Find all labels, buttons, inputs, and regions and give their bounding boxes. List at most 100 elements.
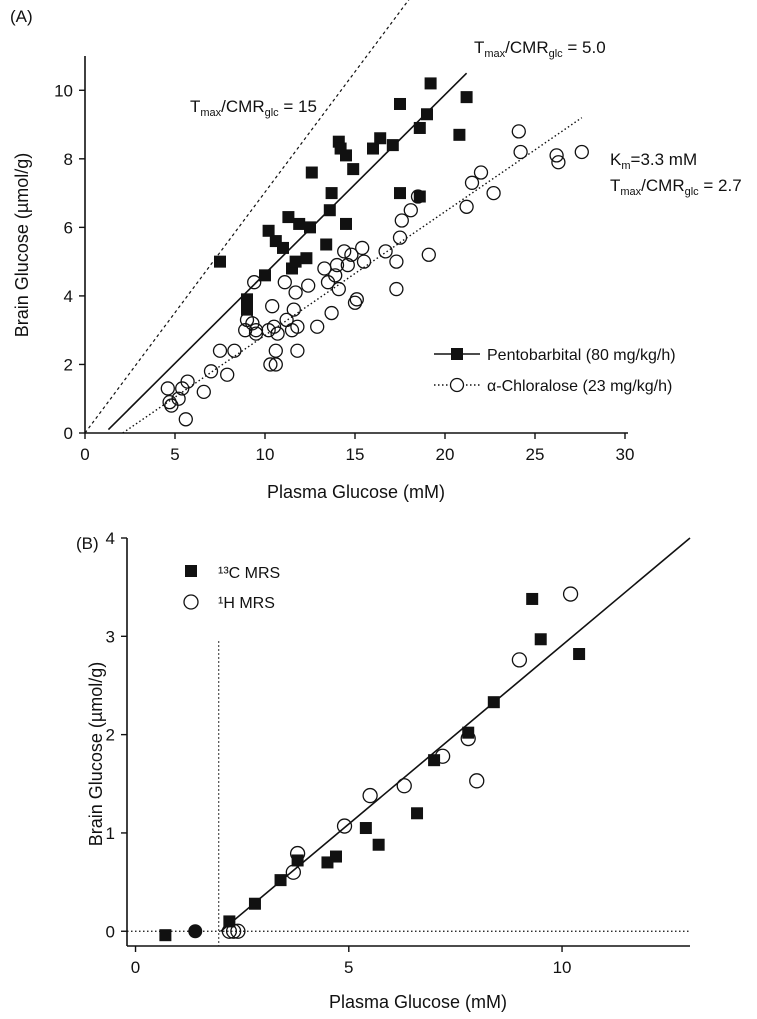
- chloralose-point: [459, 199, 474, 214]
- chloralose-point: [203, 364, 219, 379]
- panel-b: (B) 0 5 10 0 1 2 3 4 Plasma Glucose (mM) Brain …: [76, 529, 691, 1012]
- chloralose-fit-line: [122, 117, 583, 434]
- chloralose-point: [394, 213, 409, 228]
- chloralose-point: [277, 275, 292, 290]
- chloralose-point: [511, 124, 526, 139]
- panel-a-y-tick-label: 2: [64, 355, 73, 374]
- chloralose-point: [270, 326, 285, 341]
- chloralose-point: [392, 230, 408, 245]
- chloralose-point: [245, 316, 260, 331]
- chloralose-point: [160, 381, 175, 396]
- annotation-tmax-2-7: Tmax/CMRglc = 2.7: [610, 176, 742, 198]
- chloralose-point: [328, 268, 343, 283]
- chloralose-point: [329, 257, 345, 273]
- pentobarbital-point: [241, 293, 253, 306]
- chloralose-point: [421, 247, 436, 262]
- pentobarbital-point: [394, 97, 406, 110]
- panel-a-x-tick-label: 20: [436, 445, 455, 464]
- chloralose-point: [403, 203, 418, 218]
- h-mrs-point: [230, 923, 246, 939]
- panel-a-label: (A): [10, 7, 33, 26]
- chloralose-point: [356, 254, 372, 269]
- legend-13c-label: ¹³C MRS: [218, 565, 280, 582]
- h-mrs-point: [511, 652, 528, 668]
- annotation-km: Km=3.3 mM: [610, 150, 697, 172]
- panel-a-y-tick-label: 10: [54, 81, 73, 100]
- legend-chloralose-label: α-Chloralose (23 mg/kg/h): [487, 378, 672, 395]
- pentobarbital-point: [320, 238, 333, 251]
- panel-a-points: [160, 77, 589, 427]
- panel-b-fit-line: [220, 537, 691, 932]
- pentobarbital-point: [367, 142, 379, 155]
- chloralose-point: [263, 357, 278, 372]
- annotation-tmax-15: Tmax/CMRglc = 15: [190, 97, 317, 119]
- panel-b-y-tick-label: 1: [106, 824, 115, 843]
- panel-a-y-tick-label: 8: [64, 150, 73, 169]
- panel-a-x-axis-title: Plasma Glucose (mM): [267, 482, 445, 502]
- c13-mrs-point: [248, 897, 261, 910]
- c13-mrs-point: [487, 696, 500, 709]
- pentobarbital-point: [374, 132, 387, 145]
- pentobarbital-point: [460, 91, 473, 104]
- panel-b-ticks: [121, 537, 563, 952]
- pentobarbital-point: [300, 252, 313, 265]
- panel-a-y-axis-title: Brain Glucose (µmol/g): [12, 153, 32, 337]
- chloralose-point: [464, 175, 480, 190]
- legend-13c-marker: [185, 565, 197, 577]
- chloralose-point: [227, 343, 242, 358]
- pentobarbital-point: [413, 190, 426, 203]
- pentobarbital-point: [323, 204, 336, 217]
- c13-mrs-point: [274, 874, 287, 887]
- chloralose-point: [549, 148, 564, 163]
- chloralose-point: [288, 285, 303, 300]
- panel-a-tick-labels: 0 5 10 15 20 25 30 0 2 4 6 8 10: [54, 81, 634, 464]
- c13-mrs-point: [359, 822, 372, 835]
- pentobarbital-point: [262, 224, 275, 237]
- chloralose-point: [178, 412, 193, 427]
- pentobarbital-point: [289, 255, 302, 268]
- panel-a-y-tick-label: 0: [64, 424, 73, 443]
- pentobarbital-point: [214, 255, 226, 268]
- h-mrs-point: [362, 787, 378, 804]
- chloralose-point: [355, 240, 370, 256]
- chloralose-point: [347, 295, 363, 310]
- pentobarbital-point: [304, 221, 316, 234]
- chloralose-point: [301, 278, 316, 293]
- chloralose-point: [473, 165, 489, 180]
- legend-chloralose-marker: [449, 377, 465, 393]
- c13-mrs-point: [428, 754, 441, 767]
- chloralose-point: [378, 244, 393, 259]
- panel-b-legend: ¹³C MRS ¹H MRS: [183, 565, 280, 612]
- chloralose-point: [290, 343, 305, 358]
- panel-a: (A) 0 5 10 15 20 25 30 0 2 4 6 8 10 Plasma Glucose (…: [10, 0, 742, 502]
- pentobarbital-point: [424, 77, 437, 90]
- filled-circle-point: [188, 924, 203, 939]
- panel-a-x-tick-label: 30: [616, 445, 635, 464]
- c13-mrs-point: [534, 633, 547, 646]
- pentobarbital-point: [413, 121, 426, 134]
- pentobarbital-point: [277, 241, 289, 254]
- c13-mrs-point: [526, 592, 539, 605]
- panel-a-x-tick-label: 15: [346, 445, 365, 464]
- panel-a-x-tick-label: 10: [256, 445, 275, 464]
- c13-mrs-point: [411, 807, 424, 820]
- chloralose-point: [349, 292, 364, 307]
- pentobarbital-point: [340, 217, 352, 230]
- chloralose-point: [551, 155, 566, 170]
- chloralose-point: [389, 254, 404, 269]
- legend-1h-marker: [183, 594, 199, 610]
- panel-b-tick-labels: 0 5 10 0 1 2 3 4: [106, 529, 572, 977]
- chloralose-point: [344, 247, 359, 262]
- panel-a-legend: Pentobarbital (80 mg/kg/h) α-Chloralose …: [434, 347, 676, 395]
- chloralose-point: [171, 391, 186, 406]
- c13-mrs-point: [462, 726, 475, 739]
- pentobarbital-point: [282, 211, 295, 224]
- chloralose-point: [331, 281, 346, 297]
- pentobarbital-point: [293, 217, 306, 230]
- panel-b-lines: [127, 537, 691, 946]
- chloralose-point: [266, 319, 282, 334]
- pentobarbital-point: [259, 269, 271, 282]
- c13-mrs-point: [159, 929, 172, 942]
- panel-b-y-tick-label: 2: [106, 726, 115, 745]
- chloralose-point: [513, 144, 528, 160]
